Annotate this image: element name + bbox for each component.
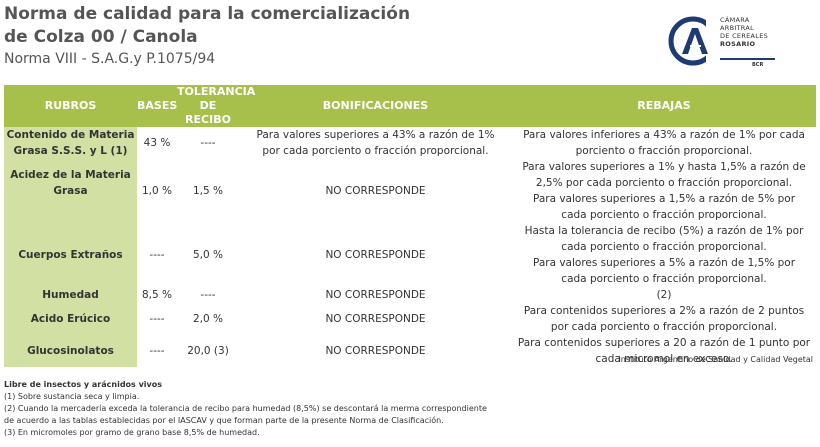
- logo-text: CÁMARA ARBITRAL DE CEREALES ROSARIO: [720, 16, 768, 48]
- rebaja-line: Para valores superiores a 5% a razón de …: [532, 257, 796, 269]
- table-row: Acidez de la Materia Grasa 1,0 % 1,5 % N…: [4, 159, 816, 223]
- rebaja-line: Para valores superiores a 1,5% a razón d…: [532, 193, 796, 205]
- rubro-cell: Humedad: [4, 287, 137, 303]
- header-tolerancia-line-1: TOLERANCIA: [177, 85, 256, 98]
- rebaja-line: Para valores superiores a 1% y hasta 1,5…: [522, 161, 806, 173]
- rubro-cell: Glucosinolatos: [4, 335, 137, 367]
- bonificacion-cell: NO CORRESPONDE: [325, 313, 426, 325]
- bonificacion-cell: NO CORRESPONDE: [325, 249, 426, 261]
- logo-line-4: ROSARIO: [720, 40, 756, 48]
- rebaja-line: cada porciento o fracción proporcional.: [561, 273, 767, 285]
- base-cell: 8,5 %: [141, 289, 172, 301]
- footnote-2a: (2) Cuando la mercadería exceda la toler…: [4, 404, 487, 413]
- rebaja-line: 2,5% por cada porciento o fracción propo…: [535, 177, 793, 189]
- bonificacion-cell: NO CORRESPONDE: [325, 289, 426, 301]
- footnote-2b: de acuerdo a las tablas establecidas por…: [4, 416, 444, 425]
- logo-line-1: CÁMARA: [720, 16, 750, 24]
- rubro-cell: Acidez de la Materia Grasa: [4, 159, 137, 223]
- base-cell: 1,0 %: [141, 185, 172, 197]
- rebaja-cell: Para contenidos superiores a 20 a razón …: [512, 335, 816, 367]
- rebaja-cell: Para valores inferiores a 43% a razón de…: [512, 127, 816, 159]
- header-bonificaciones: BONIFICACIONES: [239, 85, 512, 127]
- institute-credit: Instituto Argentino de Sanidad y Calidad…: [618, 355, 813, 364]
- rubro-cell: Acido Erúcico: [4, 303, 137, 335]
- table-row: Glucosinolatos ---- 20,0 (3) NO CORRESPO…: [4, 335, 816, 367]
- tolerancia-cell: 1,5 %: [192, 185, 223, 197]
- rebaja-line: por cada porciento o fracción proporcion…: [550, 321, 778, 333]
- header-tolerancia: TOLERANCIA DE RECIBO: [177, 85, 256, 127]
- title-line-1: Norma de calidad para la comercializació…: [4, 4, 411, 24]
- tolerancia-cell: 5,0 %: [192, 249, 223, 261]
- rubro-cell: Contenido de Materia Grasa S.S.S. y L (1…: [4, 127, 137, 159]
- rebaja-line: Para contenidos superiores a 2% a razón …: [523, 305, 805, 317]
- rebaja-cell: (2): [656, 289, 672, 301]
- rebaja-line: Para valores inferiores a 43% a razón de…: [523, 129, 805, 141]
- logo-line-2: ARBITRAL: [720, 24, 755, 32]
- table-row: Cuerpos Extraños ---- 5,0 % NO CORRESPON…: [4, 223, 816, 287]
- bonificacion-line: Para valores superiores a 43% a razón de…: [256, 129, 495, 141]
- base-cell: ----: [149, 345, 165, 357]
- tolerancia-cell: ----: [200, 289, 216, 301]
- logo-divider: [720, 58, 775, 60]
- footnote-3: (3) En micromoles por gramo de grano bas…: [4, 428, 260, 437]
- bonificacion-cell: Para valores superiores a 43% a razón de…: [239, 127, 512, 159]
- quality-standard-table: RUBROS BASES TOLERANCIA DE RECIBO BONIFI…: [4, 85, 816, 367]
- camara-arbitral-logo: CÁMARA ARBITRAL DE CEREALES ROSARIO BCR: [668, 10, 808, 72]
- bonificacion-line: por cada porciento o fracción proporcion…: [262, 145, 489, 157]
- bonificacion-cell: NO CORRESPONDE: [325, 185, 426, 197]
- rebaja-line: porciento o fracción proporcional.: [575, 145, 753, 157]
- table-header-row: RUBROS BASES TOLERANCIA DE RECIBO BONIFI…: [4, 85, 816, 127]
- rebaja-cell: Para valores superiores a 1% y hasta 1,5…: [512, 159, 816, 223]
- header-tolerancia-line-2: DE RECIBO: [185, 99, 231, 126]
- rubro-line: Contenido de Materia: [6, 129, 135, 141]
- rubro-line: Grasa S.S.S. y L (1): [13, 145, 128, 157]
- rebaja-line: cada porciento o fracción proporcional.: [561, 209, 767, 221]
- table-row: Acido Erúcico ---- 2,0 % NO CORRESPONDE …: [4, 303, 816, 335]
- header-bases: BASES: [137, 85, 177, 127]
- logo-emblem-icon: [668, 16, 720, 66]
- logo-line-3: DE CEREALES: [720, 32, 769, 40]
- title-line-2: de Colza 00 / Canola: [4, 27, 198, 47]
- header-rebajas: REBAJAS: [512, 85, 816, 127]
- page-subtitle: Norma VIII - S.A.G.y P.1075/94: [4, 51, 216, 67]
- tolerancia-cell: 20,0 (3): [187, 345, 229, 357]
- tolerancia-cell: 2,0 %: [192, 313, 223, 325]
- rebaja-cell: Hasta la tolerancia de recibo (5%) a raz…: [512, 223, 816, 287]
- table-row: Humedad 8,5 % ---- NO CORRESPONDE (2): [4, 287, 816, 303]
- base-cell: ----: [149, 313, 165, 325]
- logo-bcr: BCR: [752, 62, 764, 68]
- rebaja-line: cada porciento o fracción proporcional.: [561, 241, 767, 253]
- footnote-header: Libre de insectos y arácnidos vivos: [4, 380, 163, 389]
- rebaja-line: Hasta la tolerancia de recibo (5%) a raz…: [524, 225, 804, 237]
- table-row: Contenido de Materia Grasa S.S.S. y L (1…: [4, 127, 816, 159]
- rebaja-cell: Para contenidos superiores a 2% a razón …: [512, 303, 816, 335]
- header-rubros: RUBROS: [4, 85, 137, 127]
- rebaja-line: cada micromol en exceso.: [595, 353, 733, 365]
- rubro-cell: Cuerpos Extraños: [4, 223, 137, 287]
- rubro-line: Grasa: [53, 185, 88, 197]
- page-title: Norma de calidad para la comercializació…: [4, 3, 410, 49]
- footnotes: Libre de insectos y arácnidos vivos (1) …: [4, 379, 487, 439]
- base-cell: 43 %: [143, 137, 171, 149]
- bonificacion-cell: NO CORRESPONDE: [325, 345, 426, 357]
- rubro-line: Acidez de la Materia: [10, 169, 131, 181]
- tolerancia-cell: ----: [200, 137, 216, 149]
- footnote-1: (1) Sobre sustancia seca y limpia.: [4, 392, 140, 401]
- base-cell: ----: [149, 249, 165, 261]
- rebaja-line: Para contenidos superiores a 20 a razón …: [517, 337, 811, 349]
